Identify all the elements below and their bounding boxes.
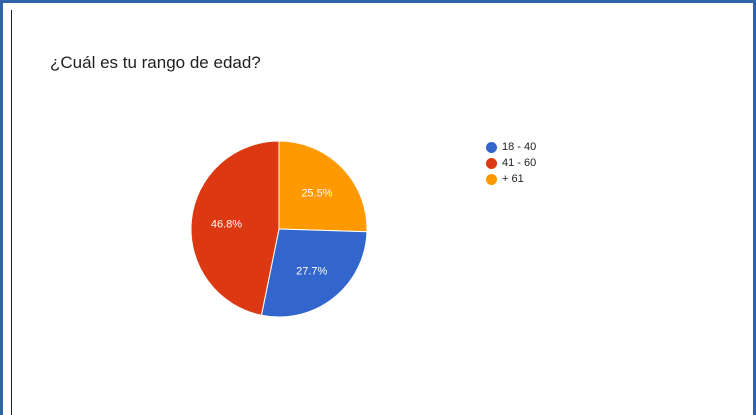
legend-item-2: + 61 — [486, 171, 536, 187]
slice-label-0: 25.5% — [301, 187, 332, 199]
chart-legend: 18 - 40 41 - 60 + 61 — [486, 139, 536, 187]
slice-label-1: 27.7% — [296, 265, 327, 277]
slice-label-2: 46.8% — [211, 219, 242, 231]
legend-swatch-icon — [486, 174, 497, 185]
legend-swatch-icon — [486, 158, 497, 169]
legend-label: + 61 — [502, 173, 524, 185]
legend-label: 18 - 40 — [502, 141, 536, 153]
legend-item-1: 41 - 60 — [486, 155, 536, 171]
legend-item-0: 18 - 40 — [486, 139, 536, 155]
legend-swatch-icon — [486, 142, 497, 153]
legend-label: 41 - 60 — [502, 157, 536, 169]
